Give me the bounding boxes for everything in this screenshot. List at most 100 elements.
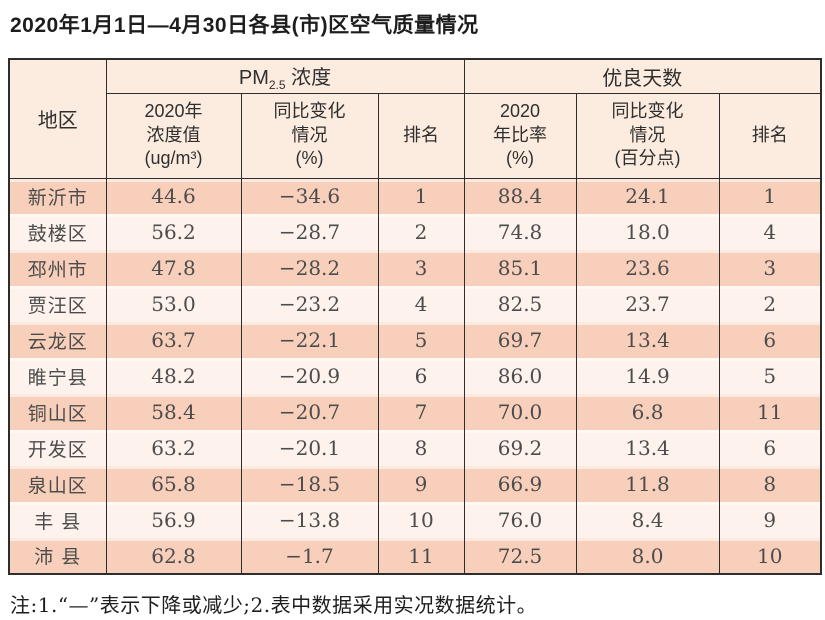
pm-change-cell: −23.2 bbox=[240, 286, 379, 322]
good-ratio-cell: 69.7 bbox=[463, 322, 577, 358]
pm-rank-cell: 8 bbox=[377, 430, 465, 466]
pm-change-cell: −34.6 bbox=[240, 178, 379, 214]
pm-change-cell: −1.7 bbox=[240, 538, 379, 574]
region-cell: 新沂市 bbox=[8, 178, 107, 214]
pm25-label-suffix: 浓度 bbox=[285, 66, 332, 89]
pm-rank-cell: 5 bbox=[377, 322, 465, 358]
region-cell: 丰 县 bbox=[8, 502, 107, 538]
pm-value-cell: 65.8 bbox=[105, 466, 242, 502]
good-rank-cell: 11 bbox=[718, 394, 822, 430]
table-body: 新沂市 44.6 −34.6 1 88.4 24.1 1 鼓楼区 56.2 −2… bbox=[8, 178, 822, 574]
pm-value-cell: 47.8 bbox=[105, 250, 242, 286]
pm-change-cell: −28.2 bbox=[240, 250, 379, 286]
air-quality-table: 地区 PM2.5 浓度 优良天数 2020年 浓度值 (ug/m³) 同比变化 … bbox=[8, 58, 823, 575]
region-cell: 贾汪区 bbox=[8, 286, 107, 322]
good-ratio-cell: 82.5 bbox=[463, 286, 577, 322]
pm-change-cell: −18.5 bbox=[240, 466, 379, 502]
pm-rank-cell: 2 bbox=[377, 214, 465, 250]
good-change-cell: 24.1 bbox=[575, 178, 720, 214]
table-row: 泉山区 65.8 −18.5 9 66.9 11.8 8 bbox=[8, 466, 822, 502]
pm-value-cell: 62.8 bbox=[105, 538, 242, 574]
good-rank-cell: 2 bbox=[718, 286, 822, 322]
pm-rank-cell: 4 bbox=[377, 286, 465, 322]
good-ratio-cell: 66.9 bbox=[463, 466, 577, 502]
region-cell: 鼓楼区 bbox=[8, 214, 107, 250]
good-ratio-cell: 88.4 bbox=[463, 178, 577, 214]
good-change-cell: 13.4 bbox=[575, 322, 720, 358]
page-title: 2020年1月1日—4月30日各县(市)区空气质量情况 bbox=[10, 14, 479, 37]
table-row: 鼓楼区 56.2 −28.7 2 74.8 18.0 4 bbox=[8, 214, 822, 250]
header-good-rank: 排名 bbox=[718, 92, 822, 179]
pm-rank-cell: 9 bbox=[377, 466, 465, 502]
table-row: 铜山区 58.4 −20.7 7 70.0 6.8 11 bbox=[8, 394, 822, 430]
header-group-good-days: 优良天数 bbox=[463, 58, 822, 94]
region-cell: 铜山区 bbox=[8, 394, 107, 430]
good-change-cell: 14.9 bbox=[575, 358, 720, 394]
good-ratio-cell: 72.5 bbox=[463, 538, 577, 574]
pm-value-cell: 48.2 bbox=[105, 358, 242, 394]
table-row: 云龙区 63.7 −22.1 5 69.7 13.4 6 bbox=[8, 322, 822, 358]
good-change-cell: 8.0 bbox=[575, 538, 720, 574]
table-row: 邳州市 47.8 −28.2 3 85.1 23.6 3 bbox=[8, 250, 822, 286]
region-cell: 开发区 bbox=[8, 430, 107, 466]
table-row: 丰 县 56.9 −13.8 10 76.0 8.4 9 bbox=[8, 502, 822, 538]
pm-rank-cell: 6 bbox=[377, 358, 465, 394]
pm-value-cell: 63.7 bbox=[105, 322, 242, 358]
good-rank-cell: 5 bbox=[718, 358, 822, 394]
good-rank-cell: 10 bbox=[718, 538, 822, 574]
header-region: 地区 bbox=[8, 58, 107, 179]
good-rank-cell: 9 bbox=[718, 502, 822, 538]
good-rank-cell: 8 bbox=[718, 466, 822, 502]
region-cell: 云龙区 bbox=[8, 322, 107, 358]
pm-change-cell: −20.1 bbox=[240, 430, 379, 466]
good-change-cell: 6.8 bbox=[575, 394, 720, 430]
pm-rank-cell: 11 bbox=[377, 538, 465, 574]
header-good-ratio: 2020 年比率 (%) bbox=[463, 92, 577, 179]
header-pm-change: 同比变化 情况 (%) bbox=[240, 92, 379, 179]
good-rank-cell: 6 bbox=[718, 430, 822, 466]
pm-rank-cell: 3 bbox=[377, 250, 465, 286]
table-header: 地区 PM2.5 浓度 优良天数 2020年 浓度值 (ug/m³) 同比变化 … bbox=[8, 58, 822, 179]
table-row: 睢宁县 48.2 −20.9 6 86.0 14.9 5 bbox=[8, 358, 822, 394]
header-group-row: 地区 PM2.5 浓度 优良天数 bbox=[8, 58, 822, 179]
good-ratio-cell: 69.2 bbox=[463, 430, 577, 466]
pm-value-cell: 56.2 bbox=[105, 214, 242, 250]
good-change-cell: 23.7 bbox=[575, 286, 720, 322]
header-group-pm25: PM2.5 浓度 bbox=[105, 58, 465, 94]
pm-rank-cell: 1 bbox=[377, 178, 465, 214]
header-pm-rank: 排名 bbox=[377, 92, 465, 179]
pm-value-cell: 63.2 bbox=[105, 430, 242, 466]
table-row: 沛 县 62.8 −1.7 11 72.5 8.0 10 bbox=[8, 538, 822, 574]
table-row: 贾汪区 53.0 −23.2 4 82.5 23.7 2 bbox=[8, 286, 822, 322]
pm-change-cell: −20.9 bbox=[240, 358, 379, 394]
region-cell: 睢宁县 bbox=[8, 358, 107, 394]
table-row: 新沂市 44.6 −34.6 1 88.4 24.1 1 bbox=[8, 178, 822, 214]
good-rank-cell: 6 bbox=[718, 322, 822, 358]
pm-value-cell: 56.9 bbox=[105, 502, 242, 538]
good-change-cell: 13.4 bbox=[575, 430, 720, 466]
good-change-cell: 18.0 bbox=[575, 214, 720, 250]
region-cell: 邳州市 bbox=[8, 250, 107, 286]
pm-change-cell: −13.8 bbox=[240, 502, 379, 538]
good-ratio-cell: 86.0 bbox=[463, 358, 577, 394]
footnote: 注:1.“—”表示下降或减少;2.表中数据采用实况数据统计。 bbox=[10, 593, 538, 617]
pm25-label-prefix: PM bbox=[238, 66, 269, 89]
good-ratio-cell: 76.0 bbox=[463, 502, 577, 538]
pm-value-cell: 58.4 bbox=[105, 394, 242, 430]
good-rank-cell: 4 bbox=[718, 214, 822, 250]
pm25-label-subscript: 2.5 bbox=[268, 77, 286, 92]
table-row: 开发区 63.2 −20.1 8 69.2 13.4 6 bbox=[8, 430, 822, 466]
good-rank-cell: 1 bbox=[718, 178, 822, 214]
header-sub-row: 2020年 浓度值 (ug/m³) 同比变化 情况 (%) 排名 2020 年比… bbox=[9, 92, 822, 179]
good-change-cell: 8.4 bbox=[575, 502, 720, 538]
good-ratio-cell: 70.0 bbox=[463, 394, 577, 430]
pm-change-cell: −28.7 bbox=[240, 214, 379, 250]
good-rank-cell: 3 bbox=[718, 250, 822, 286]
region-cell: 泉山区 bbox=[8, 466, 107, 502]
pm-value-cell: 44.6 bbox=[105, 178, 242, 214]
pm-change-cell: −22.1 bbox=[240, 322, 379, 358]
region-cell: 沛 县 bbox=[8, 538, 107, 574]
pm-change-cell: −20.7 bbox=[240, 394, 379, 430]
pm-value-cell: 53.0 bbox=[105, 286, 242, 322]
